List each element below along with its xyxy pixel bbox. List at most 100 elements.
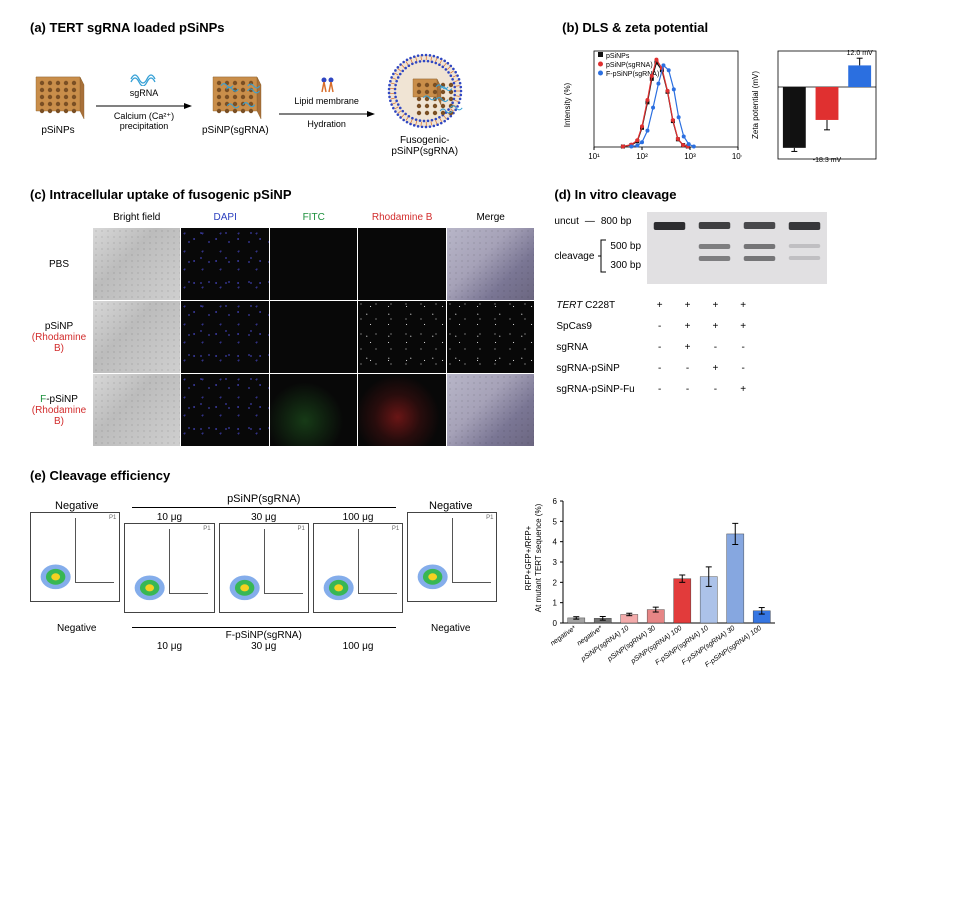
panel-d-cond-2-3: -	[730, 338, 756, 357]
svg-text:-18.3 mV: -18.3 mV	[813, 157, 842, 164]
panel-b-title: (b) DLS & zeta potential	[562, 20, 928, 35]
panel-c: (c) Intracellular uptake of fusogenic pS…	[30, 187, 534, 446]
panel-d-cond-0-1: +	[675, 296, 701, 315]
flow-plot-top-1: P1	[124, 523, 214, 613]
flow-plot-top-0: P1	[30, 512, 120, 602]
flow-bot-neg-right: Negative	[404, 623, 498, 634]
panel-c-img-r0-c3	[358, 228, 445, 300]
gel-cleave-bp1: 500 bp	[610, 241, 641, 252]
lipid-icon	[318, 76, 336, 94]
panel-e-barchart: 0123456RFP+GFP+/RFP+At mutant TERT seque…	[521, 493, 928, 693]
psinp-loaded-icon	[207, 73, 263, 121]
svg-text:10¹: 10¹	[588, 152, 600, 161]
panel-d: (d) In vitro cleavage uncut — 800 bp cle…	[554, 187, 928, 446]
flow-plot-top-3: P1	[313, 523, 403, 613]
svg-text:pSiNP(sgRNA) 10: pSiNP(sgRNA) 10	[580, 625, 631, 664]
panel-a-node-psinps: pSiNPs	[30, 73, 86, 136]
panel-d-cond-1-3: +	[730, 317, 756, 336]
panel-a-arrow1-top: sgRNA	[94, 88, 194, 99]
panel-d-cond-1-1: +	[675, 317, 701, 336]
svg-text:3: 3	[553, 558, 558, 567]
panel-a-node-fusogenic: Fusogenic- pSiNP(sgRNA)	[385, 51, 465, 157]
panel-e-title: (e) Cleavage efficiency	[30, 468, 928, 483]
panel-a: (a) TERT sgRNA loaded pSiNPs pSiNPs sgRN…	[30, 20, 542, 165]
panel-c-img-r1-c0	[93, 301, 180, 373]
flow-top-neg-left: Negative	[30, 500, 124, 512]
flow-plot-top-2: P1	[219, 523, 309, 613]
svg-text:pSiNPs: pSiNPs	[606, 53, 630, 60]
flow-top-header: pSiNP(sgRNA)	[124, 493, 404, 505]
panel-d-cond-4-2: -	[702, 380, 728, 399]
svg-text:10⁴: 10⁴	[732, 152, 742, 161]
svg-text:1: 1	[553, 599, 558, 608]
panel-a-arrow2-text: Hydration	[277, 119, 377, 130]
svg-text:5: 5	[553, 517, 558, 526]
arrow-icon	[277, 109, 377, 119]
panel-d-cond-1-2: +	[702, 317, 728, 336]
panel-c-img-r2-c1	[181, 374, 268, 446]
fusogenic-icon	[385, 51, 465, 131]
panel-a-title: (a) TERT sgRNA loaded pSiNPs	[30, 20, 542, 35]
bracket-icon	[597, 239, 607, 273]
panel-c-col-1: DAPI	[181, 212, 268, 227]
panel-a-node3-label: Fusogenic- pSiNP(sgRNA)	[385, 135, 465, 157]
svg-text:10²: 10²	[636, 152, 648, 161]
svg-text:Intensity (%): Intensity (%)	[563, 82, 572, 127]
panel-a-arrow2: Lipid membrane Hydration	[277, 76, 377, 132]
panel-c-img-r0-c0	[93, 228, 180, 300]
panel-d-cond-row-4: sgRNA-pSiNP-Fu---+	[556, 380, 756, 399]
panel-c-img-r1-c3	[358, 301, 445, 373]
panel-c-img-r2-c2	[270, 374, 357, 446]
panel-d-conditions-table: TERT C228T++++SpCas9-+++sgRNA-+--sgRNA-p…	[554, 294, 758, 401]
panel-d-cond-3-2: +	[702, 359, 728, 378]
panel-c-img-r1-c1	[181, 301, 268, 373]
panel-a-node1-label: pSiNPs	[30, 125, 86, 136]
panel-e-row: NegativepSiNP(sgRNA)Negative P1 10 μg P1…	[30, 493, 928, 693]
svg-text:At mutant TERT sequence (%): At mutant TERT sequence (%)	[534, 503, 543, 612]
panel-d-cond-0-2: +	[702, 296, 728, 315]
panel-c-col-2: FITC	[270, 212, 357, 227]
row-cd: (c) Intracellular uptake of fusogenic pS…	[30, 187, 928, 446]
panel-e-flow: NegativepSiNP(sgRNA)Negative P1 10 μg P1…	[30, 493, 497, 693]
svg-text:negative*: negative*	[550, 625, 578, 648]
panel-d-gel-wrap: uncut — 800 bp cleavage 500 bp 300 bp	[554, 212, 928, 284]
panel-c-col-0: Bright field	[93, 212, 180, 227]
svg-text:Zeta potential (mV): Zeta potential (mV)	[751, 71, 760, 139]
panel-a-node2-label: pSiNP(sgRNA)	[202, 125, 269, 136]
panel-d-cond-row-0: TERT C228T++++	[556, 296, 756, 315]
panel-d-cond-0-0: +	[647, 296, 673, 315]
flow-col-top-0: P1	[30, 512, 120, 617]
panel-d-cond-label-2: sgRNA	[556, 338, 644, 357]
gel-image	[647, 212, 827, 284]
panel-a-arrow1: sgRNA Calcium (Ca²⁺) precipitation	[94, 74, 194, 134]
gel-uncut-dash: —	[585, 216, 595, 227]
panel-d-cond-4-3: +	[730, 380, 756, 399]
panel-a-node-loaded: pSiNP(sgRNA)	[202, 73, 269, 136]
svg-text:10³: 10³	[684, 152, 696, 161]
svg-text:pSiNP(sgRNA): pSiNP(sgRNA)	[606, 62, 653, 69]
panel-d-cond-3-0: -	[647, 359, 673, 378]
panel-d-cond-label-3: sgRNA-pSiNP	[556, 359, 644, 378]
cleavage-efficiency-bar-svg: 0123456RFP+GFP+/RFP+At mutant TERT seque…	[521, 493, 781, 693]
panel-e: (e) Cleavage efficiency NegativepSiNP(sg…	[30, 468, 928, 693]
panel-d-cond-row-1: SpCas9-+++	[556, 317, 756, 336]
gel-cleavage-label: cleavage	[554, 251, 594, 262]
dls-chart-svg: Intensity (%) 10¹ 10² 10³ 10⁴ pSiNPs pSiNP(sgR…	[562, 45, 742, 165]
panel-c-img-r0-c1	[181, 228, 268, 300]
flow-col-top-3: 100 μg P1	[313, 512, 403, 617]
psinps-icon	[30, 73, 86, 121]
svg-text:6: 6	[553, 497, 558, 506]
panel-b-charts: Intensity (%) 10¹ 10² 10³ 10⁴ pSiNPs pSiNP(sgR…	[562, 45, 928, 165]
panel-c-row-0: PBS	[30, 228, 92, 300]
panel-c-grid: Bright fieldDAPIFITCRhodamine BMergePBSp…	[30, 212, 534, 446]
panel-d-cond-label-4: sgRNA-pSiNP-Fu	[556, 380, 644, 399]
flow-col-top-2: 30 μg P1	[219, 512, 309, 617]
panel-a-schematic: pSiNPs sgRNA Calcium (Ca²⁺) precipitatio…	[30, 45, 542, 157]
svg-text:0: 0	[553, 619, 558, 628]
zeta-chart-svg: Zeta potential (mV)-33.8 mV-18.3 mV12.0 …	[750, 45, 880, 165]
panel-c-col-4: Merge	[447, 212, 534, 227]
svg-text:2: 2	[553, 578, 558, 587]
flow-top-neg-right: Negative	[404, 500, 498, 512]
panel-c-row-1: pSiNP(Rhodamine B)	[30, 301, 92, 373]
panel-d-cond-2-0: -	[647, 338, 673, 357]
